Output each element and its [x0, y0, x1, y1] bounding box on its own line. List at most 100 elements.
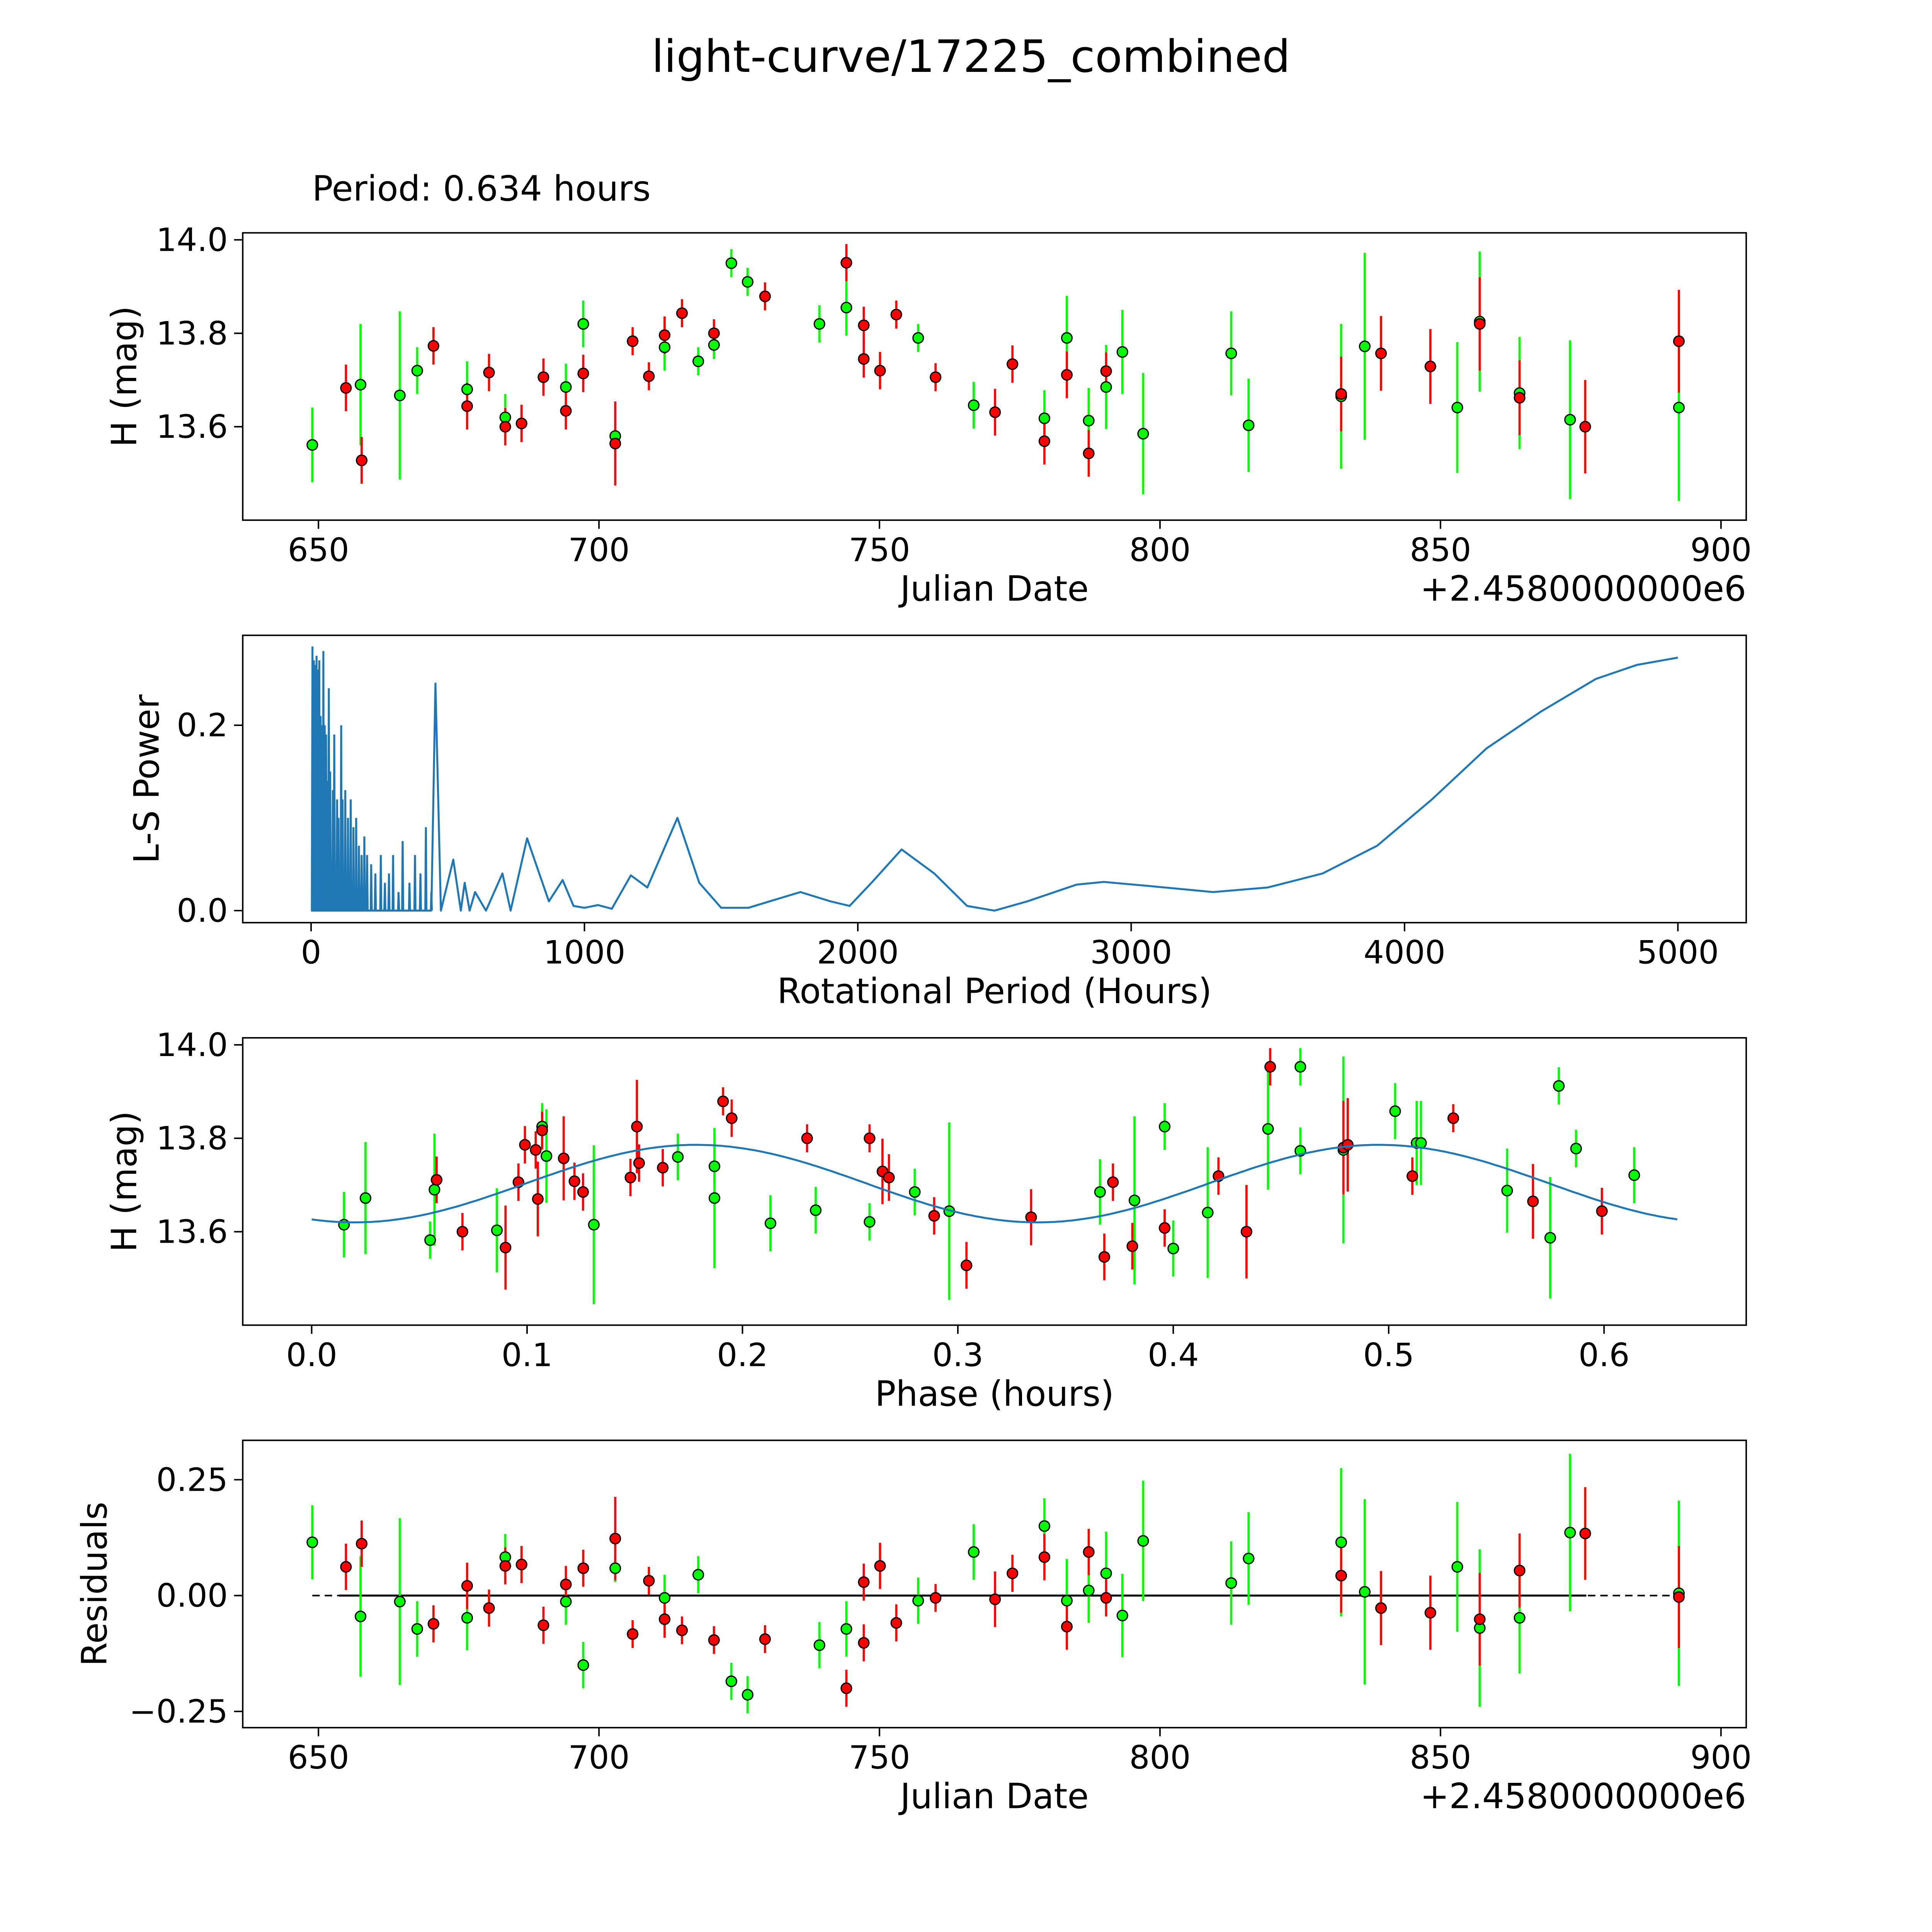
- green-data-point: [742, 1689, 753, 1701]
- green-data-point: [672, 1151, 684, 1163]
- green-data-point: [461, 1612, 473, 1624]
- plot-area: [306, 244, 1685, 501]
- x-tick-label: 0: [301, 934, 321, 971]
- red-data-point: [1100, 1592, 1112, 1604]
- y-tick-label: 13.6: [156, 1213, 228, 1251]
- red-data-point: [708, 327, 720, 339]
- red-data-point: [430, 1174, 442, 1186]
- green-data-point: [1225, 347, 1237, 359]
- x-tick-label: 2000: [817, 934, 899, 971]
- red-data-point: [658, 1613, 671, 1625]
- x-tick-label: 3000: [1090, 934, 1172, 971]
- green-data-point: [725, 257, 737, 269]
- red-data-point: [1038, 1551, 1050, 1563]
- y-axis-label: Residuals: [75, 1502, 115, 1666]
- axes-frame: [242, 1037, 1747, 1326]
- red-data-point: [1007, 1567, 1019, 1579]
- red-data-point: [577, 1186, 589, 1198]
- green-data-point: [1137, 428, 1149, 440]
- green-data-point: [1202, 1207, 1214, 1219]
- red-data-point: [456, 1226, 468, 1238]
- red-data-point: [340, 382, 352, 394]
- red-data-point: [1100, 365, 1112, 377]
- red-data-point: [1126, 1240, 1138, 1252]
- y-axis-label: L-S Power: [127, 694, 167, 864]
- red-data-point: [1264, 1061, 1276, 1073]
- green-data-point: [1243, 419, 1255, 431]
- red-data-point: [532, 1193, 544, 1205]
- green-data-point: [1501, 1185, 1513, 1197]
- green-data-point: [355, 1611, 367, 1622]
- red-data-point: [890, 309, 902, 321]
- red-data-point: [1673, 1591, 1685, 1603]
- green-data-point: [864, 1216, 876, 1228]
- green-data-point: [742, 276, 753, 288]
- red-data-point: [609, 1532, 621, 1544]
- red-data-point: [1083, 447, 1095, 459]
- x-tick-label: 5000: [1637, 934, 1719, 971]
- red-data-point: [961, 1259, 973, 1271]
- green-data-point: [1061, 1595, 1073, 1607]
- green-data-point: [968, 399, 980, 411]
- x-axis-label: Rotational Period (Hours): [777, 971, 1212, 1012]
- y-tick-label: 13.8: [156, 315, 228, 352]
- red-data-point: [883, 1172, 895, 1184]
- plot-area: [306, 1454, 1685, 1713]
- residuals-panel: Julian Date +2.4580000000e6 Residuals 65…: [75, 1439, 1752, 1816]
- green-data-point: [411, 1623, 423, 1635]
- green-data-point: [708, 339, 720, 351]
- green-data-point: [840, 301, 852, 314]
- red-data-point: [1375, 1602, 1387, 1614]
- x-tick-label: 0.5: [1363, 1336, 1415, 1374]
- y-tick-label: 0.2: [177, 707, 228, 744]
- red-data-point: [461, 400, 473, 412]
- red-data-point: [759, 1633, 771, 1645]
- red-data-point: [759, 290, 771, 303]
- red-data-point: [530, 1144, 542, 1156]
- y-tick-label: 0.25: [156, 1461, 228, 1498]
- x-tick-label: 900: [1690, 531, 1752, 569]
- red-data-point: [515, 417, 527, 429]
- green-data-point: [1451, 401, 1463, 413]
- y-tick-label: 13.8: [156, 1120, 228, 1157]
- y-tick-label: 0.0: [177, 892, 228, 929]
- red-data-point: [717, 1095, 729, 1107]
- period-label: Period: 0.634 hours: [312, 169, 651, 209]
- green-data-point: [968, 1546, 980, 1558]
- green-data-point: [1038, 1520, 1050, 1532]
- green-data-point: [1100, 1567, 1112, 1579]
- axes-frame: [242, 1439, 1747, 1729]
- red-data-point: [537, 1619, 549, 1631]
- red-data-point: [568, 1175, 580, 1187]
- axes-frame: [242, 634, 1747, 923]
- red-data-point: [1107, 1176, 1119, 1188]
- red-data-point: [864, 1132, 876, 1144]
- light-curve-panel: Julian Date +2.4580000000e6 H (mag) 650 7…: [105, 221, 1752, 609]
- green-data-point: [1137, 1535, 1149, 1547]
- green-data-point: [1225, 1577, 1237, 1589]
- x-tick-label: 0.6: [1578, 1336, 1630, 1374]
- green-data-point: [429, 1184, 440, 1196]
- red-data-point: [1061, 1621, 1073, 1633]
- green-data-point: [725, 1675, 737, 1687]
- green-data-point: [306, 1536, 318, 1548]
- x-tick-label: 800: [1129, 1739, 1190, 1776]
- red-data-point: [1447, 1112, 1459, 1124]
- x-axis-label: Phase (hours): [875, 1374, 1114, 1414]
- green-data-point: [1038, 412, 1050, 424]
- red-data-point: [708, 1634, 720, 1646]
- red-data-point: [930, 1592, 942, 1604]
- red-data-point: [577, 367, 589, 379]
- red-data-point: [858, 1576, 870, 1588]
- red-data-point: [874, 365, 886, 377]
- red-data-point: [427, 1618, 439, 1630]
- red-data-point: [989, 406, 1001, 418]
- red-data-point: [1240, 1226, 1253, 1238]
- red-data-point: [633, 1157, 645, 1169]
- red-data-point: [1579, 421, 1591, 433]
- phase-panel: Phase (hours) H (mag) 0.0 0.1 0.2 0.3 0.4 0.5…: [105, 1026, 1747, 1414]
- green-data-point: [1294, 1061, 1306, 1073]
- x-axis-label: Julian Date: [898, 1776, 1089, 1816]
- red-data-point: [874, 1560, 886, 1572]
